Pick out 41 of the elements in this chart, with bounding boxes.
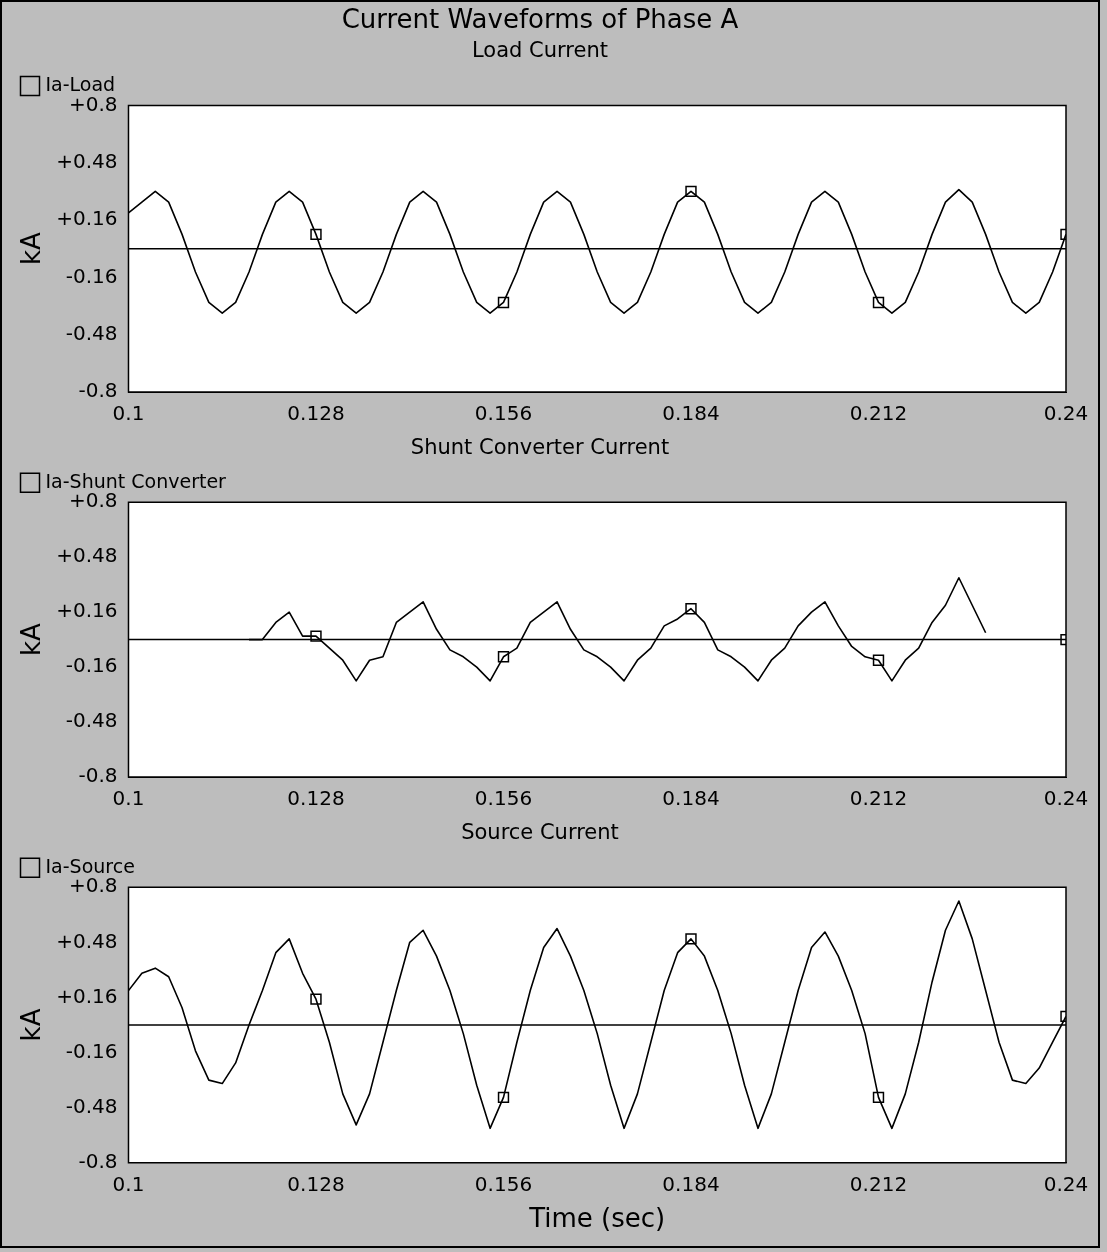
y-axis-title: kA	[16, 1008, 47, 1042]
y-tick-label: -0.48	[65, 320, 118, 345]
y-tick-label: -0.16	[65, 653, 118, 678]
y-tick-label: -0.48	[65, 708, 118, 733]
x-tick-label: 0.184	[662, 401, 720, 426]
x-tick-label: 0.128	[287, 401, 345, 426]
x-tick-label: 0.184	[662, 1172, 720, 1196]
y-axis-title: kA	[16, 232, 47, 266]
x-tick-label: 0.128	[287, 786, 345, 811]
x-tick-label: 0.212	[849, 1172, 908, 1196]
y-tick-label: +0.48	[56, 543, 118, 568]
x-tick-label: 0.212	[849, 786, 908, 811]
x-tick-label: 0.24	[1043, 401, 1089, 426]
y-tick-label: +0.16	[56, 598, 118, 623]
y-axis-title: kA	[16, 622, 47, 657]
x-tick-label: 0.1	[112, 401, 145, 426]
x-tick-label: 0.156	[474, 1172, 533, 1196]
chart-title: Shunt Converter Current	[410, 435, 670, 460]
x-tick-label: 0.184	[662, 786, 720, 811]
x-tick-label: 0.24	[1043, 786, 1089, 811]
x-tick-label: 0.1	[112, 786, 145, 811]
chart-title: Current Waveforms of Phase A	[341, 4, 739, 35]
y-tick-label: +0.16	[56, 206, 118, 231]
x-tick-label: 0.156	[474, 401, 533, 426]
chart-subtitle: Load Current	[472, 38, 608, 63]
y-tick-label: -0.8	[78, 378, 118, 403]
x-tick-label: 0.156	[474, 786, 533, 811]
y-tick-label: +0.16	[56, 983, 118, 1008]
y-tick-label: +0.48	[56, 928, 118, 953]
y-tick-label: -0.8	[78, 763, 118, 788]
x-tick-label: 0.128	[287, 1172, 345, 1196]
y-tick-label: -0.48	[65, 1093, 118, 1118]
y-tick-label: -0.8	[78, 1149, 118, 1173]
x-axis-title: Time (sec)	[528, 1203, 666, 1234]
y-tick-label: +0.48	[56, 148, 118, 173]
x-tick-label: 0.24	[1043, 1172, 1089, 1196]
chart-title: Source Current	[461, 820, 619, 845]
x-tick-label: 0.1	[112, 1172, 145, 1196]
y-tick-label: -0.16	[65, 1038, 118, 1063]
x-tick-label: 0.212	[849, 401, 908, 426]
y-tick-label: -0.16	[65, 263, 118, 288]
